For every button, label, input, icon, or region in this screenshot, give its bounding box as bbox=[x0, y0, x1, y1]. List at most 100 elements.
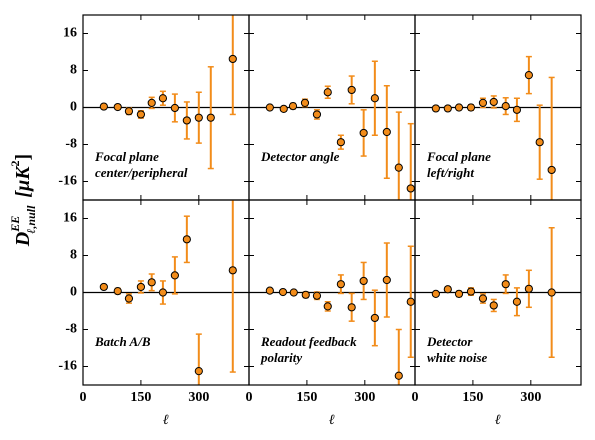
point bbox=[431, 104, 440, 113]
point bbox=[454, 103, 464, 112]
point bbox=[228, 266, 237, 275]
point bbox=[194, 113, 203, 122]
panel-marks bbox=[265, 60, 415, 200]
point bbox=[124, 294, 134, 303]
point bbox=[113, 287, 122, 296]
panel-label: Detector bbox=[426, 334, 473, 349]
point bbox=[547, 288, 556, 297]
x-tick-label: 0 bbox=[80, 390, 87, 405]
panel-label: polarity bbox=[260, 350, 302, 365]
y-label-unit-sup: 2 bbox=[8, 160, 22, 166]
x-tick-label: 300 bbox=[188, 390, 209, 405]
x-tick-label: 0 bbox=[412, 390, 419, 405]
point bbox=[489, 301, 498, 310]
point bbox=[147, 98, 156, 107]
y-tick-label: -16 bbox=[58, 359, 77, 374]
panel-label: Focal plane bbox=[426, 149, 491, 164]
point bbox=[394, 371, 403, 380]
point bbox=[370, 94, 379, 103]
point bbox=[535, 138, 544, 147]
point bbox=[406, 184, 415, 193]
point bbox=[301, 290, 310, 299]
point bbox=[170, 103, 179, 113]
y-tick-label: 8 bbox=[70, 63, 77, 78]
point bbox=[312, 110, 322, 119]
point bbox=[478, 98, 488, 107]
point bbox=[336, 280, 345, 289]
panel-marks bbox=[99, 200, 237, 385]
x-tick-label: 150 bbox=[462, 390, 483, 405]
point bbox=[443, 285, 452, 294]
point bbox=[323, 302, 332, 311]
panel-frame bbox=[414, 199, 582, 386]
y-axis-label: DEE ℓ,null [μK2] bbox=[8, 154, 38, 247]
point bbox=[288, 102, 298, 111]
point bbox=[323, 88, 332, 97]
point bbox=[99, 282, 108, 292]
y-tick-label: 8 bbox=[70, 248, 77, 263]
point bbox=[466, 287, 476, 296]
point bbox=[136, 110, 146, 119]
point bbox=[347, 303, 356, 312]
x-tick-label: 150 bbox=[130, 390, 151, 405]
y-tick-label: -16 bbox=[58, 174, 77, 189]
point bbox=[489, 97, 498, 107]
y-tick-label: -8 bbox=[65, 137, 77, 152]
panel-label: Readout feedback bbox=[260, 334, 357, 349]
point bbox=[312, 291, 322, 300]
point bbox=[136, 282, 146, 292]
panel-marks bbox=[431, 227, 556, 358]
y-tick-label: 16 bbox=[63, 211, 77, 226]
point bbox=[359, 128, 368, 138]
point bbox=[182, 235, 191, 244]
point bbox=[182, 116, 191, 125]
point bbox=[289, 288, 298, 297]
point bbox=[382, 275, 391, 285]
point bbox=[501, 102, 510, 111]
y-tick-label: 16 bbox=[63, 26, 77, 41]
point bbox=[443, 104, 452, 113]
x-tick-label: 150 bbox=[296, 390, 317, 405]
point bbox=[370, 313, 379, 323]
point bbox=[278, 287, 288, 297]
point bbox=[478, 294, 488, 303]
point bbox=[265, 286, 274, 295]
point bbox=[512, 297, 522, 306]
point bbox=[336, 138, 345, 147]
y-label-base: D bbox=[12, 232, 34, 247]
y-tick-label: -8 bbox=[65, 322, 77, 337]
point bbox=[431, 289, 440, 298]
point bbox=[394, 163, 403, 172]
point bbox=[170, 271, 179, 280]
point bbox=[347, 85, 356, 95]
point bbox=[206, 113, 215, 122]
y-tick-label: 0 bbox=[70, 100, 77, 115]
x-axis-label: ℓ bbox=[329, 413, 335, 428]
point bbox=[501, 280, 510, 289]
point bbox=[524, 284, 533, 293]
panel-label: white noise bbox=[427, 350, 488, 365]
x-tick-label: 0 bbox=[246, 390, 253, 405]
y-label-sub: ℓ,null bbox=[24, 205, 38, 234]
y-tick-label: 0 bbox=[70, 285, 77, 300]
panel-label: left/right bbox=[427, 165, 474, 180]
x-axis-label: ℓ bbox=[163, 413, 169, 428]
y-label-close: ] bbox=[12, 154, 34, 161]
point bbox=[512, 105, 522, 114]
point bbox=[454, 289, 464, 298]
point bbox=[124, 107, 134, 116]
y-label-sup: EE bbox=[8, 216, 22, 233]
panel-marks bbox=[265, 242, 415, 385]
point bbox=[158, 288, 168, 297]
point bbox=[158, 94, 168, 103]
point bbox=[359, 276, 368, 286]
point bbox=[279, 104, 288, 113]
point bbox=[113, 102, 122, 112]
point bbox=[382, 127, 391, 137]
panel-label: Batch A/B bbox=[94, 334, 151, 349]
y-label-unit: [μK bbox=[12, 165, 34, 198]
panel-marks bbox=[99, 15, 237, 170]
point bbox=[406, 297, 415, 306]
